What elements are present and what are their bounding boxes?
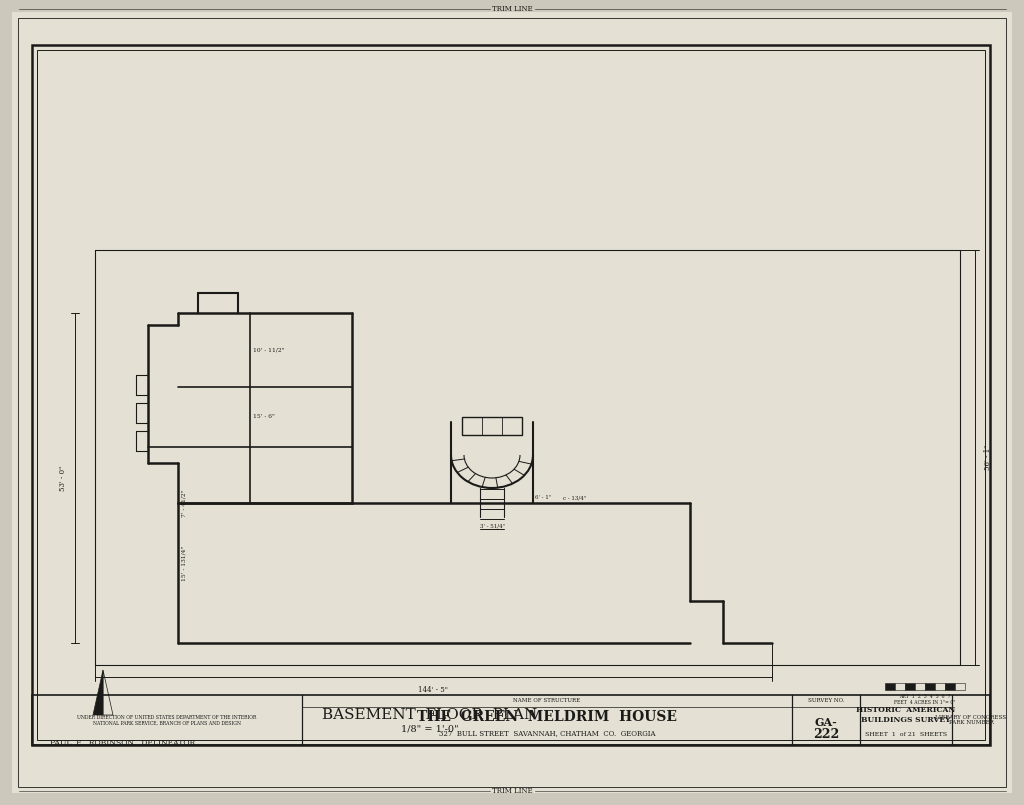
Bar xyxy=(32,45,990,745)
Text: HISTORIC  AMERICAN
BUILDINGS SURVEY: HISTORIC AMERICAN BUILDINGS SURVEY xyxy=(856,707,955,724)
Text: LIBRARY OF CONGRESS
PARK NUMBER: LIBRARY OF CONGRESS PARK NUMBER xyxy=(936,715,1007,725)
Polygon shape xyxy=(93,670,103,715)
Text: PAUL  E.  ROBINSON   DELINEATOR: PAUL E. ROBINSON DELINEATOR xyxy=(50,739,196,747)
Bar xyxy=(37,50,985,740)
Bar xyxy=(895,683,905,690)
Bar xyxy=(935,683,945,690)
Text: BASEMENT  FLOOR  PLAN: BASEMENT FLOOR PLAN xyxy=(323,708,538,722)
Text: c - 13/4": c - 13/4" xyxy=(563,495,586,500)
Text: 327  BULL STREET  SAVANNAH, CHATHAM  CO.  GEORGIA: 327 BULL STREET SAVANNAH, CHATHAM CO. GE… xyxy=(438,729,655,737)
Text: THE  GREEN  MELDRIM  HOUSE: THE GREEN MELDRIM HOUSE xyxy=(417,710,677,724)
Text: 144' - 5": 144' - 5" xyxy=(419,686,449,694)
Text: 56' - 1": 56' - 1" xyxy=(984,444,992,470)
Bar xyxy=(885,683,895,690)
Text: GA-: GA- xyxy=(815,717,838,729)
Text: 15' - 131/4": 15' - 131/4" xyxy=(181,545,186,580)
Text: SURVEY NO.: SURVEY NO. xyxy=(808,699,844,704)
Text: 1/8" = 1'-0": 1/8" = 1'-0" xyxy=(401,724,459,733)
Bar xyxy=(945,683,955,690)
Text: TRIM LINE: TRIM LINE xyxy=(492,5,532,13)
Text: SHEET  1  of 21  SHEETS: SHEET 1 of 21 SHEETS xyxy=(865,733,947,737)
Text: 15' - 6": 15' - 6" xyxy=(253,415,274,419)
Text: 10' - 11/2": 10' - 11/2" xyxy=(253,348,285,353)
Text: 53' - 0": 53' - 0" xyxy=(59,465,67,491)
Text: TRIM LINE: TRIM LINE xyxy=(492,787,532,795)
Bar xyxy=(925,683,935,690)
Bar xyxy=(915,683,925,690)
Text: NAME OF STRUCTURE: NAME OF STRUCTURE xyxy=(513,699,581,704)
Text: 3' - 51/4": 3' - 51/4" xyxy=(479,523,505,528)
Bar xyxy=(955,683,965,690)
Bar xyxy=(462,417,522,435)
Text: FEET  4 ACRES IN 1"= 0": FEET 4 ACRES IN 1"= 0" xyxy=(894,700,955,705)
Text: 6' - 1": 6' - 1" xyxy=(535,495,551,500)
Text: UNDER DIRECTION OF UNITED STATES DEPARTMENT OF THE INTERIOR
NATIONAL PARK SERVIC: UNDER DIRECTION OF UNITED STATES DEPARTM… xyxy=(78,715,257,725)
Text: 7' - 41/2": 7' - 41/2" xyxy=(181,489,186,517)
Text: ART  1  2  3  4  5  6  7: ART 1 2 3 4 5 6 7 xyxy=(899,694,950,699)
Text: 222: 222 xyxy=(813,729,839,741)
Bar xyxy=(32,695,990,745)
Bar xyxy=(905,683,915,690)
